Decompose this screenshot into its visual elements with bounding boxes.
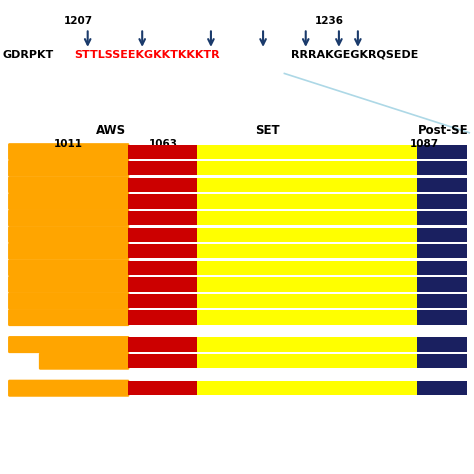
Bar — [417, 261, 467, 275]
FancyBboxPatch shape — [8, 176, 129, 193]
Text: 1011: 1011 — [54, 139, 83, 149]
Text: Post-SE: Post-SE — [418, 125, 468, 137]
Bar — [197, 294, 417, 308]
Bar — [417, 161, 467, 175]
Bar — [197, 228, 417, 242]
Bar — [128, 354, 197, 368]
FancyBboxPatch shape — [39, 353, 129, 370]
Bar — [197, 161, 417, 175]
Text: STTLSSEEKGKKTKKKTR: STTLSSEEKGKKTKKKTR — [74, 49, 220, 60]
Bar — [128, 228, 197, 242]
Bar — [417, 211, 467, 225]
Bar — [197, 211, 417, 225]
Bar — [197, 310, 417, 325]
Bar — [197, 244, 417, 258]
FancyBboxPatch shape — [8, 380, 129, 397]
Bar — [197, 145, 417, 159]
Bar — [128, 381, 197, 395]
Text: 1236: 1236 — [315, 16, 344, 26]
FancyBboxPatch shape — [8, 193, 129, 210]
Text: SET: SET — [255, 125, 280, 137]
Bar — [128, 178, 197, 192]
Text: AWS: AWS — [96, 125, 127, 137]
Bar — [417, 337, 467, 352]
FancyBboxPatch shape — [8, 309, 129, 326]
Bar — [128, 194, 197, 209]
Bar — [197, 194, 417, 209]
FancyBboxPatch shape — [8, 160, 129, 177]
Bar — [417, 178, 467, 192]
Text: GDRPKT: GDRPKT — [2, 49, 54, 60]
Bar — [417, 194, 467, 209]
Bar — [417, 294, 467, 308]
FancyBboxPatch shape — [8, 226, 129, 243]
Bar — [417, 354, 467, 368]
Bar — [128, 261, 197, 275]
Bar — [417, 381, 467, 395]
Bar — [128, 277, 197, 292]
Bar — [197, 381, 417, 395]
Bar — [197, 337, 417, 352]
Text: 1087: 1087 — [410, 139, 439, 149]
FancyBboxPatch shape — [8, 292, 129, 310]
FancyBboxPatch shape — [8, 243, 129, 260]
Bar — [197, 178, 417, 192]
Bar — [197, 261, 417, 275]
Text: 1063: 1063 — [149, 139, 178, 149]
Bar — [417, 244, 467, 258]
FancyBboxPatch shape — [8, 276, 129, 293]
Bar — [417, 277, 467, 292]
Bar — [128, 294, 197, 308]
Bar — [128, 145, 197, 159]
Bar — [128, 244, 197, 258]
Bar — [128, 310, 197, 325]
FancyBboxPatch shape — [8, 336, 129, 353]
FancyBboxPatch shape — [8, 210, 129, 227]
Bar — [197, 277, 417, 292]
FancyBboxPatch shape — [8, 143, 129, 160]
Bar — [197, 354, 417, 368]
Bar — [417, 310, 467, 325]
Text: RRRAKGEGKRQSEDE: RRRAKGEGKRQSEDE — [291, 49, 419, 60]
Bar — [128, 337, 197, 352]
Bar — [417, 228, 467, 242]
Text: 1207: 1207 — [64, 16, 93, 26]
FancyBboxPatch shape — [8, 259, 129, 276]
Bar — [128, 211, 197, 225]
Bar — [128, 161, 197, 175]
Bar — [417, 145, 467, 159]
